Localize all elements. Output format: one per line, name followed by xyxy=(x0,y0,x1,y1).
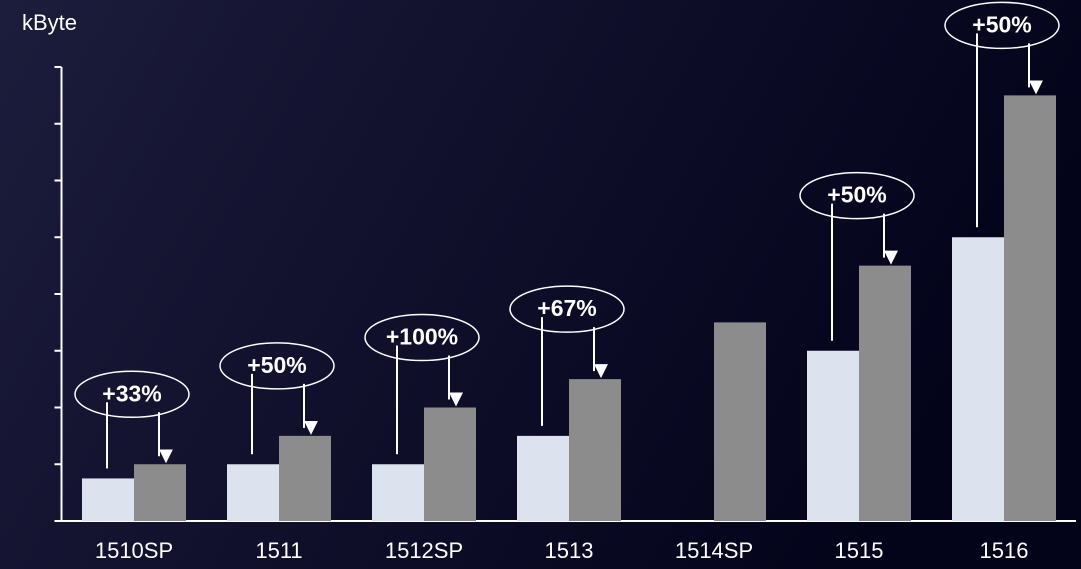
bar xyxy=(134,464,186,521)
annotation: +50% xyxy=(827,182,886,208)
y-axis-label: kByte xyxy=(22,10,77,35)
x-tick-label: 1516 xyxy=(980,538,1029,563)
bar xyxy=(82,478,134,521)
x-tick-label: 1515 xyxy=(835,538,884,563)
bar xyxy=(1004,95,1056,521)
bar xyxy=(227,464,279,521)
x-tick-label: 1514SP xyxy=(675,538,753,563)
x-tick-label: 1513 xyxy=(545,538,594,563)
bar xyxy=(517,435,569,521)
annotation: +33% xyxy=(102,380,161,406)
annotation-ellipse xyxy=(74,370,190,418)
bar xyxy=(714,322,766,521)
bar xyxy=(372,464,424,521)
annotation: +50% xyxy=(247,352,306,378)
x-tick-label: 1512SP xyxy=(385,538,463,563)
bar xyxy=(807,350,859,521)
annotation: +67% xyxy=(537,295,596,321)
bar xyxy=(952,237,1004,521)
annotation: +50% xyxy=(972,11,1031,37)
annotation-ellipse xyxy=(219,342,335,390)
bar xyxy=(859,265,911,521)
annotation-ellipse xyxy=(509,285,625,333)
x-tick-label: 1511 xyxy=(255,538,302,563)
annotation-ellipse xyxy=(944,1,1060,50)
annotation-ellipse xyxy=(364,313,480,362)
annotation-ellipse xyxy=(799,171,915,220)
bar xyxy=(424,407,476,521)
bar xyxy=(569,379,621,521)
x-tick-label: 1510SP xyxy=(95,538,173,563)
bar xyxy=(279,435,331,521)
annotation: +100% xyxy=(386,324,458,350)
